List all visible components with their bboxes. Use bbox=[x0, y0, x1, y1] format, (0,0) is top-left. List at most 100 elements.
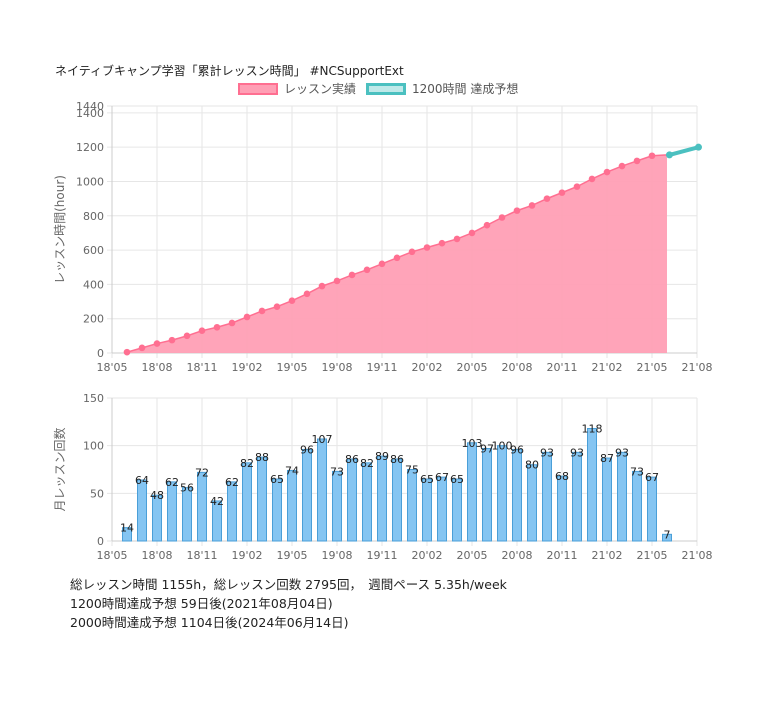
bar bbox=[287, 469, 297, 542]
bar-value-label: 62 bbox=[165, 476, 179, 489]
area-ylabel: レッスン時間(hour) bbox=[53, 175, 67, 284]
bar bbox=[482, 448, 492, 542]
bar-value-label: 75 bbox=[405, 464, 419, 477]
actual-point bbox=[468, 229, 476, 237]
bar-value-label: 62 bbox=[225, 476, 239, 489]
bar-value-label: 88 bbox=[255, 451, 269, 464]
actual-point bbox=[258, 307, 266, 315]
bar bbox=[497, 445, 507, 542]
bar-value-label: 72 bbox=[195, 466, 209, 479]
bar bbox=[122, 527, 132, 542]
bar bbox=[272, 478, 282, 542]
bar bbox=[512, 448, 522, 542]
area-xtick-label: 19'02 bbox=[231, 361, 262, 374]
actual-point bbox=[183, 332, 191, 340]
actual-point bbox=[573, 183, 581, 190]
area-xtick-label: 20'05 bbox=[456, 361, 487, 374]
bar bbox=[437, 476, 447, 542]
legend-item-actual[interactable]: レッスン実績 bbox=[238, 80, 356, 97]
chart-title: ネイティブキャンプ学習「累計レッスン時間」 #NCSupportExt bbox=[55, 64, 404, 78]
bar-value-label: 93 bbox=[540, 446, 554, 459]
bar-value-label: 7 bbox=[664, 528, 671, 541]
bar-value-label: 96 bbox=[300, 443, 314, 456]
actual-point bbox=[513, 207, 521, 214]
bar-value-label: 107 bbox=[312, 433, 333, 446]
actual-point bbox=[453, 235, 461, 243]
bar-xtick-label: 20'08 bbox=[501, 549, 532, 562]
bar bbox=[407, 469, 417, 542]
legend-label-actual: レッスン実績 bbox=[284, 82, 357, 96]
bar-xtick-label: 18'08 bbox=[141, 549, 172, 562]
bar-value-label: 64 bbox=[135, 474, 149, 487]
bar-value-label: 14 bbox=[120, 522, 134, 535]
actual-point bbox=[588, 175, 596, 183]
bar-xtick-label: 19'08 bbox=[321, 549, 352, 562]
actual-point bbox=[288, 297, 296, 304]
actual-point bbox=[198, 327, 206, 335]
bar-value-label: 73 bbox=[330, 465, 344, 478]
stats-forecast-1200: 1200時間達成予想 59日後(2021年08月04日) bbox=[70, 596, 333, 611]
bar-ytick-label: 100 bbox=[83, 440, 104, 453]
bar-value-label: 103 bbox=[462, 437, 483, 450]
bar bbox=[347, 458, 357, 542]
actual-point bbox=[273, 303, 281, 310]
bar bbox=[197, 471, 207, 542]
bar-xtick-label: 21'02 bbox=[591, 549, 622, 562]
bar bbox=[332, 470, 342, 542]
bar-value-label: 48 bbox=[150, 489, 164, 502]
bar-value-label: 97 bbox=[480, 443, 494, 456]
bar-value-label: 118 bbox=[582, 423, 603, 436]
area-ytick-label: 800 bbox=[83, 210, 104, 223]
actual-point bbox=[318, 282, 326, 290]
actual-point bbox=[498, 214, 506, 221]
bar bbox=[587, 428, 597, 542]
area-xtick-label: 21'08 bbox=[681, 361, 712, 374]
bar bbox=[542, 451, 552, 542]
bar bbox=[242, 462, 252, 542]
actual-point bbox=[348, 271, 356, 279]
bar-value-label: 86 bbox=[345, 453, 359, 466]
bar-value-label: 65 bbox=[450, 473, 464, 486]
bar bbox=[167, 481, 177, 542]
bar-value-label: 73 bbox=[630, 465, 644, 478]
area-xtick-label: 18'05 bbox=[96, 361, 127, 374]
stats-total: 総レッスン時間 1155h，総レッスン回数 2795回， 週間ペース 5.35h… bbox=[70, 577, 507, 592]
area-xtick-label: 19'11 bbox=[366, 361, 397, 374]
forecast-point bbox=[694, 143, 702, 151]
area-xtick-label: 20'11 bbox=[546, 361, 577, 374]
legend-item-forecast[interactable]: 1200時間 達成予想 bbox=[366, 80, 518, 97]
actual-point bbox=[363, 266, 371, 274]
bar-ylabel: 月レッスン回数 bbox=[52, 427, 67, 511]
actual-point bbox=[243, 313, 251, 321]
legend-swatch-forecast bbox=[366, 82, 407, 95]
area-ytick-label: 600 bbox=[83, 244, 104, 257]
actual-point bbox=[543, 195, 551, 202]
area-xtick-label: 20'02 bbox=[411, 361, 442, 374]
actual-point bbox=[123, 348, 131, 356]
area-ytick-label: 1000 bbox=[76, 175, 104, 188]
actual-area-fill bbox=[127, 154, 667, 353]
actual-point bbox=[168, 336, 176, 344]
area-ytick-label: 1440 bbox=[76, 100, 104, 113]
actual-point bbox=[528, 202, 536, 209]
bar-ytick-label: 150 bbox=[83, 392, 104, 405]
area-xtick-label: 19'05 bbox=[276, 361, 307, 374]
actual-point bbox=[213, 323, 221, 331]
bar-value-label: 74 bbox=[285, 464, 299, 477]
forecast-series-line bbox=[668, 145, 699, 157]
bar bbox=[257, 456, 267, 542]
bar bbox=[662, 533, 672, 542]
bar-value-label: 68 bbox=[555, 470, 569, 483]
area-xtick-label: 20'08 bbox=[501, 361, 532, 374]
actual-point bbox=[378, 260, 386, 268]
bar-xtick-label: 20'11 bbox=[546, 549, 577, 562]
bar-value-label: 86 bbox=[390, 453, 404, 466]
area-xtick-label: 19'08 bbox=[321, 361, 352, 374]
bar bbox=[647, 476, 657, 542]
area-ytick-label: 0 bbox=[97, 347, 104, 360]
bar-value-label: 87 bbox=[600, 452, 614, 465]
actual-point bbox=[138, 344, 146, 352]
legend-label-forecast: 1200時間 達成予想 bbox=[412, 82, 519, 96]
area-ytick-label: 200 bbox=[83, 313, 104, 326]
bar bbox=[572, 451, 582, 542]
